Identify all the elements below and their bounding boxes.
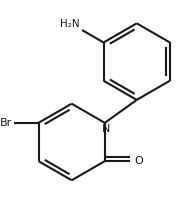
Text: H₂N: H₂N xyxy=(60,19,79,29)
Text: O: O xyxy=(134,156,143,166)
Text: Br: Br xyxy=(0,118,12,128)
Text: N: N xyxy=(102,124,110,134)
